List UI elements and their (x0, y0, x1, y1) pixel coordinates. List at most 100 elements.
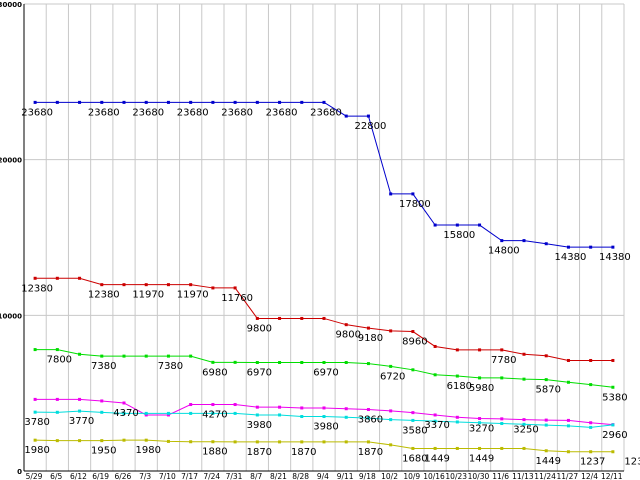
y-tick-label: 0 (17, 468, 22, 476)
x-tick-label: 7/24 (203, 472, 220, 480)
x-tick-label: 9/18 (359, 472, 376, 480)
data-label: 7800 (47, 355, 72, 366)
series-point (255, 405, 259, 409)
series-point (344, 440, 348, 444)
series-point (344, 415, 348, 419)
series-point (566, 358, 570, 362)
data-label: 1950 (91, 446, 116, 457)
data-label: 2960 (602, 430, 627, 441)
x-tick-label: 5/29 (26, 472, 43, 480)
series-point (144, 100, 148, 104)
series-point (589, 425, 593, 429)
x-tick-label: 6/5 (50, 472, 62, 480)
series-point (233, 411, 237, 415)
series-point (33, 100, 37, 104)
series-point (211, 403, 215, 407)
series-point (78, 409, 82, 413)
series-point (122, 411, 126, 415)
series-point (211, 411, 215, 415)
series-point (500, 422, 504, 426)
series-point (278, 413, 282, 417)
data-label: 1980 (24, 445, 49, 456)
series-point (500, 376, 504, 380)
data-label: 12380 (21, 283, 53, 294)
x-tick-label: 8/21 (270, 472, 287, 480)
series-point (33, 276, 37, 280)
data-label: 1449 (424, 453, 449, 464)
series-point (166, 439, 170, 443)
series-point (55, 410, 59, 414)
series-point (122, 438, 126, 442)
series-point (278, 405, 282, 409)
data-label: 6180 (447, 381, 472, 392)
series-point (455, 420, 459, 424)
series-point (433, 419, 437, 423)
series-point (478, 348, 482, 352)
series-point (611, 385, 615, 389)
series-point (322, 406, 326, 410)
series-point (78, 352, 82, 356)
series-point (366, 440, 370, 444)
series-point (100, 354, 104, 358)
series-point (366, 408, 370, 412)
series-point (433, 373, 437, 377)
data-label: 1449 (535, 456, 560, 467)
y-tick-label: 30000 (0, 1, 22, 9)
series-point (122, 354, 126, 358)
series-point (611, 245, 615, 249)
series-point (478, 446, 482, 450)
x-tick-label: 11/6 (492, 472, 509, 480)
series-point (55, 439, 59, 443)
data-label: 1237 (624, 457, 640, 468)
series-point (522, 418, 526, 422)
data-label: 4270 (202, 410, 227, 421)
series-point (500, 417, 504, 421)
series-point (478, 376, 482, 380)
data-label: 9800 (247, 323, 272, 334)
data-label: 9800 (335, 330, 360, 341)
series-point (144, 411, 148, 415)
series-point (566, 418, 570, 422)
data-label: 1680 (402, 453, 427, 464)
series-point (33, 410, 37, 414)
data-label: 1870 (358, 447, 383, 458)
series-point (478, 421, 482, 425)
x-tick-label: 9/4 (317, 472, 329, 480)
series-point (144, 438, 148, 442)
data-label: 11970 (132, 290, 164, 301)
series-point (122, 401, 126, 405)
series-point (278, 361, 282, 365)
data-label: 1449 (469, 453, 494, 464)
series-point (322, 361, 326, 365)
series-point (500, 348, 504, 352)
series-point (566, 450, 570, 454)
series-point (189, 411, 193, 415)
series-point (389, 409, 393, 413)
series-point (411, 418, 415, 422)
series-point (366, 362, 370, 366)
x-tick-label: 8/28 (292, 472, 309, 480)
data-label: 23680 (88, 107, 120, 118)
data-label: 23680 (310, 107, 342, 118)
series-point (389, 443, 393, 447)
series-point (144, 413, 148, 417)
data-label: 3250 (513, 425, 538, 436)
data-label: 6970 (247, 368, 272, 379)
chart-grid (23, 3, 625, 472)
series-point (366, 326, 370, 330)
data-label: 7780 (491, 355, 516, 366)
series-point (33, 397, 37, 401)
data-label: 15800 (443, 230, 475, 241)
data-label: 6980 (202, 367, 227, 378)
series-point (411, 446, 415, 450)
series-point (455, 446, 459, 450)
series-point (566, 380, 570, 384)
data-label: 3980 (313, 422, 338, 433)
series-point (522, 446, 526, 450)
series-point (278, 100, 282, 104)
series-point (78, 100, 82, 104)
series-point (55, 100, 59, 104)
series-point (233, 286, 237, 290)
series-point (522, 239, 526, 243)
